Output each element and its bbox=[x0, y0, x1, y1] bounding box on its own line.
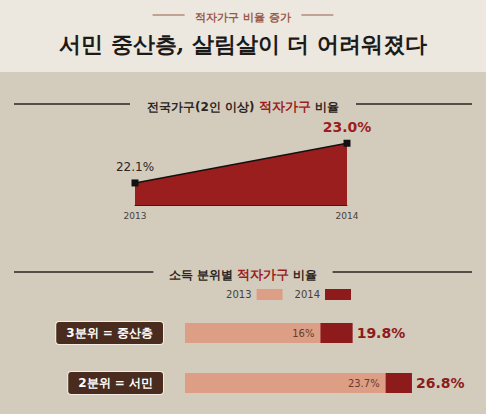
svg-text:3분위 = 중산층: 3분위 = 중산층 bbox=[66, 326, 153, 340]
svg-text:22.1%: 22.1% bbox=[116, 160, 154, 174]
svg-text:2분위 = 서민: 2분위 = 서민 bbox=[78, 376, 153, 390]
svg-text:이상): 이상) bbox=[225, 100, 254, 114]
svg-text:분위별: 분위별 bbox=[197, 268, 233, 282]
svg-text:19.8%: 19.8% bbox=[357, 325, 406, 341]
svg-text:2013: 2013 bbox=[124, 211, 147, 221]
svg-text:적자가구 비율 증가: 적자가구 비율 증가 bbox=[195, 11, 291, 24]
svg-text:비율: 비율 bbox=[293, 268, 317, 282]
svg-text:16%: 16% bbox=[292, 328, 314, 339]
svg-text:23.7%: 23.7% bbox=[348, 378, 380, 389]
svg-text:2013: 2013 bbox=[226, 289, 251, 300]
svg-text:23.0%: 23.0% bbox=[323, 119, 372, 135]
svg-text:전국가구(2인: 전국가구(2인 bbox=[147, 100, 221, 114]
svg-text:2014: 2014 bbox=[336, 211, 359, 221]
svg-text:비율: 비율 bbox=[315, 100, 339, 114]
svg-text:적자가구: 적자가구 bbox=[237, 267, 289, 282]
svg-text:2014: 2014 bbox=[295, 289, 320, 300]
svg-text:적자가구: 적자가구 bbox=[259, 99, 311, 114]
svg-text:서민 중산층, 살림살이 더 어려워졌다: 서민 중산층, 살림살이 더 어려워졌다 bbox=[59, 31, 427, 57]
svg-text:소득: 소득 bbox=[169, 268, 193, 282]
svg-text:26.8%: 26.8% bbox=[416, 375, 465, 391]
